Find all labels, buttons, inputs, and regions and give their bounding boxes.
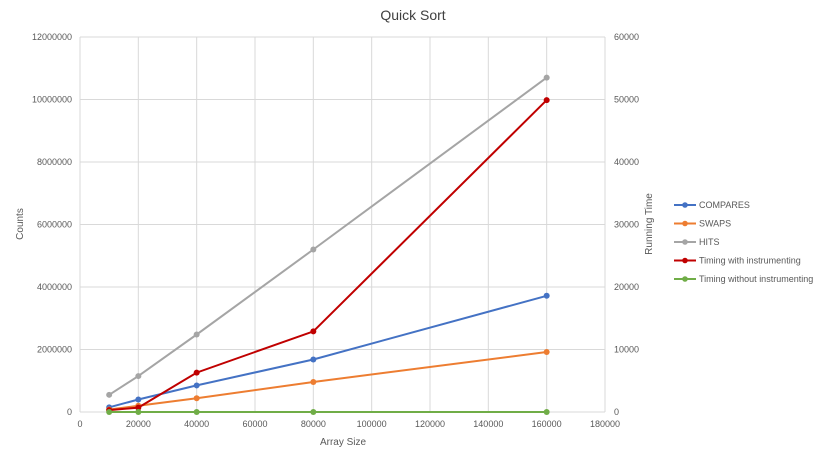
y-tick-label: 12000000 (32, 32, 72, 42)
data-point (310, 356, 317, 363)
data-point (310, 246, 317, 253)
data-point (135, 409, 142, 415)
x-tick-label: 40000 (184, 419, 209, 429)
y2-tick-label: 40000 (614, 157, 639, 167)
x-tick-label: 160000 (532, 419, 562, 429)
gridlines (79, 36, 606, 413)
series-timing-without-instrumenting (106, 409, 550, 415)
x-tick-label: 0 (77, 419, 82, 429)
data-point (135, 404, 142, 411)
data-point (135, 373, 142, 380)
y-tick-label: 6000000 (37, 220, 72, 230)
series-hits (106, 74, 550, 398)
data-point (310, 379, 317, 385)
legend-marker (682, 276, 688, 282)
legend-label: COMPARES (699, 200, 750, 210)
y2-axis-title: Running Time (644, 193, 655, 255)
data-point (543, 97, 550, 104)
x-tick-label: 60000 (242, 419, 267, 429)
legend-marker (682, 202, 688, 208)
series-line (108, 294, 547, 409)
legend-entry: Timing without instrumenting (674, 274, 813, 284)
y-tick-label: 2000000 (37, 345, 72, 355)
legend-entry: SWAPS (674, 219, 731, 229)
y-axis-title: Counts (15, 208, 26, 240)
y-tick-label: 10000000 (32, 95, 72, 105)
data-point (106, 391, 113, 398)
data-point (135, 396, 142, 403)
legend-entry: HITS (674, 237, 720, 247)
data-point (310, 409, 317, 415)
x-tick-label: 80000 (301, 419, 326, 429)
data-point (193, 382, 200, 389)
series-line (108, 76, 548, 396)
x-tick-label: 20000 (126, 419, 151, 429)
y-tick-label: 8000000 (37, 157, 72, 167)
data-point (193, 395, 200, 402)
legend: COMPARES SWAPS HITS Timing with instrumenti… (674, 200, 813, 284)
legend-label: SWAPS (699, 219, 731, 229)
y2-tick-label: 0 (614, 407, 619, 417)
y2-tick-label: 10000 (614, 345, 639, 355)
series-timing-with-instrumenting (106, 97, 550, 414)
legend-label: HITS (699, 237, 720, 247)
data-point (193, 409, 200, 415)
legend-entry: Timing with instrumenting (674, 256, 801, 266)
y2-tick-label: 30000 (614, 220, 639, 230)
data-point (543, 292, 550, 299)
legend-marker (682, 239, 688, 245)
series-line (109, 351, 547, 411)
data-point (193, 369, 200, 376)
series-line (109, 99, 548, 412)
data-point (106, 409, 113, 415)
axes: 0200000040000006000000800000010000000120… (32, 32, 639, 429)
x-tick-label: 120000 (415, 419, 445, 429)
legend-marker (682, 220, 688, 227)
legend-entry: COMPARES (674, 200, 750, 210)
legend-label: Timing without instrumenting (699, 274, 813, 284)
x-tick-label: 180000 (590, 419, 620, 429)
series-group (106, 74, 550, 415)
y2-tick-label: 50000 (614, 95, 639, 105)
y2-tick-label: 60000 (614, 32, 639, 42)
data-point (543, 349, 550, 355)
chart-title: Quick Sort (380, 7, 445, 23)
legend-label: Timing with instrumenting (699, 256, 801, 266)
y-tick-label: 4000000 (37, 282, 72, 292)
data-point (310, 328, 317, 335)
x-tick-label: 140000 (473, 419, 503, 429)
y2-tick-label: 20000 (614, 282, 639, 292)
data-point (193, 331, 200, 338)
data-point (543, 74, 550, 81)
legend-marker (682, 257, 688, 264)
y-tick-label: 0 (67, 407, 72, 417)
x-axis-title: Array Size (320, 437, 367, 448)
x-tick-label: 100000 (357, 419, 387, 429)
series-swaps (106, 349, 550, 413)
data-point (543, 409, 550, 415)
